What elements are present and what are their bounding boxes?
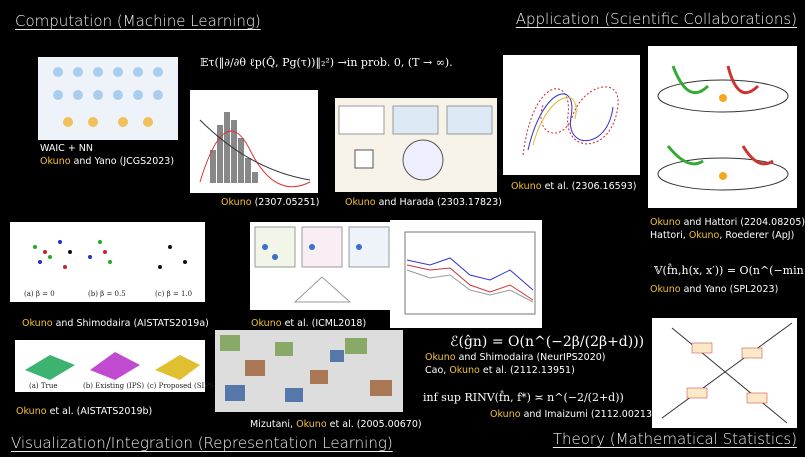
heading: Visualization/Integration (Representatio… bbox=[11, 434, 393, 452]
author-name: Okuno bbox=[490, 409, 521, 420]
caption-text: Hattori, bbox=[650, 230, 689, 241]
subfigure-label: (a) True bbox=[29, 382, 58, 390]
caption: Mizutani, Okuno et al. (2005.00670) bbox=[250, 418, 422, 431]
author-name: Okuno bbox=[425, 352, 456, 363]
author-name: Okuno bbox=[650, 284, 681, 295]
caption-line: Okuno et al. (2306.16593) bbox=[511, 180, 637, 193]
multiview-figure bbox=[250, 222, 395, 310]
caption: Okuno and Shimodaira (AISTATS2019a) bbox=[22, 317, 209, 330]
author-name: Okuno bbox=[296, 419, 327, 430]
scatter-figure: (a) β = 0 (b) β = 0.5 (c) β = 1.0 bbox=[10, 222, 205, 302]
star-figure bbox=[648, 46, 797, 208]
subfigure-label: (a) β = 0 bbox=[24, 290, 55, 298]
line-chart-figure bbox=[390, 220, 542, 328]
author-name: Okuno bbox=[689, 230, 720, 241]
heading: Computation (Machine Learning) bbox=[15, 12, 261, 30]
caption-line: Okuno and Shimodaira (AISTATS2019a) bbox=[22, 317, 209, 330]
author-name: Okuno bbox=[16, 406, 47, 417]
author-name: Okuno bbox=[511, 181, 542, 192]
author-name: Okuno bbox=[449, 365, 480, 376]
formula: 𝔼τ(‖∂/∂θ ℓp(Q̂, Pg(τ))‖₂²) →in prob. 0, … bbox=[200, 56, 453, 69]
caption-text: et al. (2112.13951) bbox=[480, 365, 575, 376]
caption-line: Okuno and Shimodaira (NeurIPS2020) bbox=[425, 351, 605, 364]
caption: Okuno and Hattori (2204.08205)Hattori, O… bbox=[650, 216, 805, 242]
caption-line: Okuno and Imaizumi (2112.00213) bbox=[490, 408, 656, 421]
caption-line: Okuno and Yano (SPL2023) bbox=[650, 283, 778, 296]
caption-text: WAIC + NN bbox=[40, 143, 93, 154]
caption: Okuno et al. (AISTATS2019b) bbox=[16, 405, 152, 418]
caption-text: Cao, bbox=[425, 365, 449, 376]
slide: Computation (Machine Learning) Applicati… bbox=[0, 0, 805, 457]
caption: Okuno (2307.05251) bbox=[221, 196, 319, 209]
caption: Okuno et al. (2306.16593) bbox=[511, 180, 637, 193]
subfigure-label: (b) Existing (IPS) bbox=[83, 382, 144, 390]
author-name: Okuno bbox=[251, 318, 282, 329]
formula: ℰ(ĝn) = O(n^(−2β/(2β+d))) bbox=[450, 334, 644, 350]
subfigure-label: (b) β = 0.5 bbox=[88, 290, 126, 298]
caption-text: et al. (2306.16593) bbox=[542, 181, 637, 192]
author-name: Okuno bbox=[221, 197, 252, 208]
heading: Theory (Mathematical Statistics) bbox=[553, 430, 797, 448]
caption-line: Okuno et al. (AISTATS2019b) bbox=[16, 405, 152, 418]
caption-text: et al. (ICML2018) bbox=[282, 318, 367, 329]
caption-line: Cao, Okuno et al. (2112.13951) bbox=[425, 364, 605, 377]
network-figure bbox=[38, 57, 178, 140]
caption-line: WAIC + NN bbox=[40, 142, 174, 155]
formula: 𝕍(f̂n,h(x, x′)) = O(n^(−min{2s, 2β+s}/(s… bbox=[654, 264, 805, 277]
histogram-figure bbox=[190, 90, 318, 193]
subfigure-label: (c) β = 1.0 bbox=[155, 290, 192, 298]
caption-text: et al. (2005.00670) bbox=[327, 419, 422, 430]
caption-text: and Hattori (2204.08205) bbox=[681, 217, 805, 228]
trajectory-figure bbox=[503, 55, 640, 175]
surface-figure: (a) True (b) Existing (IPS) (c) Proposed… bbox=[15, 340, 205, 392]
caption-text: and Harada (2303.17823) bbox=[376, 197, 502, 208]
caption-text: Mizutani, bbox=[250, 419, 296, 430]
formula: inf sup RINV(f̂n, f*) ≍ n^(−2/(2+d)) bbox=[423, 391, 624, 404]
caption-text: and Yano (JCGS2023) bbox=[71, 156, 175, 167]
caption-text: (2307.05251) bbox=[252, 197, 320, 208]
author-name: Okuno bbox=[40, 156, 71, 167]
caption: Okuno et al. (ICML2018) bbox=[251, 317, 366, 330]
subfigure-label: (c) Proposed (SIPS) bbox=[147, 382, 217, 390]
image-collage bbox=[215, 330, 403, 412]
author-name: Okuno bbox=[22, 318, 53, 329]
caption-text: and Shimodaira (NeurIPS2020) bbox=[456, 352, 606, 363]
caption: Okuno and Shimodaira (NeurIPS2020)Cao, O… bbox=[425, 351, 605, 377]
caption: Okuno and Yano (SPL2023) bbox=[650, 283, 778, 296]
caption-text: , Roederer (ApJ) bbox=[719, 230, 794, 241]
caption-line: Okuno and Hattori (2204.08205) bbox=[650, 216, 805, 229]
caption-text: and Shimodaira (AISTATS2019a) bbox=[53, 318, 209, 329]
caption-line: Hattori, Okuno, Roederer (ApJ) bbox=[650, 229, 805, 242]
caption-line: Okuno and Yano (JCGS2023) bbox=[40, 155, 174, 168]
caption: Okuno and Imaizumi (2112.00213) bbox=[490, 408, 656, 421]
author-name: Okuno bbox=[650, 217, 681, 228]
caption-line: Mizutani, Okuno et al. (2005.00670) bbox=[250, 418, 422, 431]
caption-line: Okuno (2307.05251) bbox=[221, 196, 319, 209]
heading: Application (Scientific Collaborations) bbox=[516, 10, 797, 28]
caption-line: Okuno et al. (ICML2018) bbox=[251, 317, 366, 330]
quadrilateral-figure bbox=[652, 318, 797, 428]
caption-text: and Yano (SPL2023) bbox=[681, 284, 779, 295]
caption-line: Okuno and Harada (2303.17823) bbox=[345, 196, 502, 209]
caption: Okuno and Harada (2303.17823) bbox=[345, 196, 502, 209]
caption-text: and Imaizumi (2112.00213) bbox=[521, 409, 656, 420]
author-name: Okuno bbox=[345, 197, 376, 208]
caption-text: et al. (AISTATS2019b) bbox=[47, 406, 153, 417]
diagram-figure bbox=[335, 98, 497, 192]
